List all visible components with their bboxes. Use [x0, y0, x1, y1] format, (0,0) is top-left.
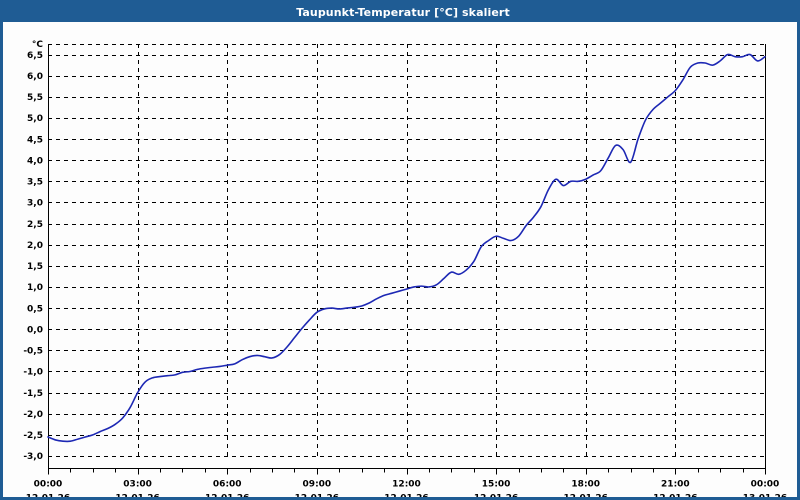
y-axis-tick-label: -0,5 — [23, 347, 43, 357]
x-axis-time-label: 06:00 — [213, 480, 242, 490]
y-axis-tick-labels: 6,5 6,0 5,5 5,0 4,5 4,0 3,5 3,0 2,5 2,0 1,5 1,0 0,5 0… — [23, 51, 43, 462]
x-axis-date-label: 12.01.26 — [295, 494, 339, 500]
x-axis-date-label: 13.01.26 — [743, 494, 787, 500]
x-axis-tick-labels: 00:00 12.01.26 03:00 12.01.26 06:00 12.01.26 0… — [26, 480, 787, 500]
x-axis-ticks — [48, 468, 766, 475]
x-axis-time-label: 03:00 — [123, 480, 152, 490]
y-axis-tick-label: 5,5 — [27, 93, 43, 103]
y-axis-tick-label: 0,0 — [27, 325, 43, 335]
y-axis-tick-label: -3,0 — [23, 452, 43, 462]
x-axis-time-label: 15:00 — [482, 480, 511, 490]
chart-surface: 6,5 6,0 5,5 5,0 4,5 4,0 3,5 3,0 2,5 2,0 1,5 1,0 0,5 0… — [3, 22, 797, 500]
vertical-gridlines — [138, 44, 676, 456]
window-title-bar: Taupunkt-Temperatur [°C] skaliert — [3, 3, 797, 22]
line-chart: 6,5 6,0 5,5 5,0 4,5 4,0 3,5 3,0 2,5 2,0 1,5 1,0 0,5 0… — [23, 40, 787, 500]
x-axis-date-label: 12.01.26 — [384, 494, 428, 500]
y-axis-tick-label: 4,5 — [27, 135, 43, 145]
series-line-taupunkt-temperatur — [47, 53, 766, 443]
x-axis-date-label: 12.01.26 — [26, 494, 70, 500]
plot-frame — [48, 44, 766, 469]
x-axis-time-label: 12:00 — [392, 480, 421, 490]
x-axis-time-label: 00:00 — [751, 480, 780, 490]
y-axis-tick-label: 6,0 — [27, 72, 43, 82]
x-axis-date-label: 12.01.26 — [205, 494, 249, 500]
y-axis-tick-label: -1,5 — [23, 389, 43, 399]
y-axis-unit-text: °C — [32, 40, 44, 50]
y-axis-tick-label: -2,5 — [23, 431, 43, 441]
data-series-taupunkt-temperatur — [47, 53, 766, 443]
x-axis-time-label: 09:00 — [303, 480, 332, 490]
x-axis-time-label: 18:00 — [571, 480, 600, 490]
y-axis-tick-label: 1,0 — [27, 283, 43, 293]
x-axis-date-label: 12.01.26 — [653, 494, 697, 500]
y-axis-tick-label: 0,5 — [27, 304, 43, 314]
y-axis-unit-label: °C — [32, 40, 44, 50]
y-axis-tick-label: 4,0 — [27, 156, 43, 166]
y-axis-tick-label: 3,0 — [27, 199, 43, 209]
x-axis-date-label: 12.01.26 — [564, 494, 608, 500]
y-axis-tick-label: 1,5 — [27, 262, 43, 272]
x-axis-date-label: 12.01.26 — [115, 494, 159, 500]
x-axis-time-label: 21:00 — [661, 480, 690, 490]
x-axis-time-label: 00:00 — [34, 480, 63, 490]
page-title: Taupunkt-Temperatur [°C] skaliert — [296, 6, 510, 19]
y-axis-tick-label: -2,0 — [23, 410, 43, 420]
y-axis-tick-label: -1,0 — [23, 368, 43, 378]
y-axis-tick-label: 5,0 — [27, 114, 43, 124]
x-axis-date-label: 12.01.26 — [474, 494, 518, 500]
y-axis-tick-label: 2,5 — [27, 220, 43, 230]
y-axis-tick-label: 2,0 — [27, 241, 43, 251]
y-axis-tick-label: 6,5 — [27, 51, 43, 61]
y-axis-tick-label: 3,5 — [27, 178, 43, 188]
